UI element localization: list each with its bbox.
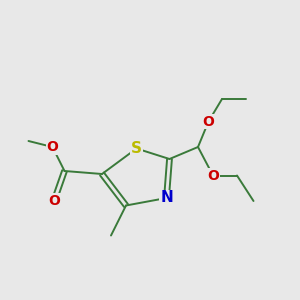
Text: S: S bbox=[131, 141, 142, 156]
Text: O: O bbox=[46, 140, 58, 154]
Text: N: N bbox=[160, 190, 173, 206]
Text: O: O bbox=[48, 194, 60, 208]
Text: O: O bbox=[207, 169, 219, 182]
Text: O: O bbox=[202, 115, 214, 128]
